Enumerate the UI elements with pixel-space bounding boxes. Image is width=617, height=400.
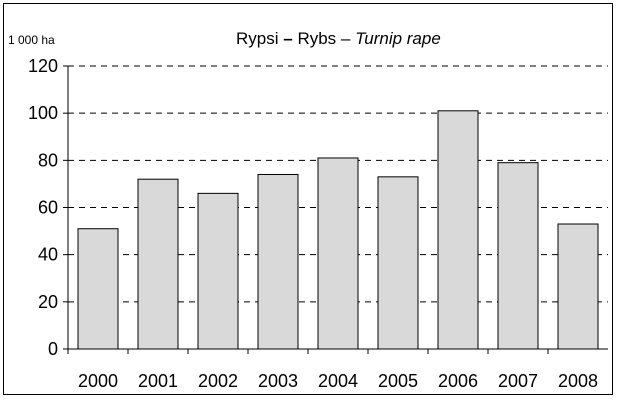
bar-2001 bbox=[137, 178, 179, 350]
y-tick-label: 120 bbox=[28, 56, 58, 76]
y-tick-label: 40 bbox=[38, 245, 58, 265]
bar-2008 bbox=[557, 223, 599, 350]
x-tick-label: 2007 bbox=[498, 371, 538, 391]
y-tick-labels: 0 20 40 60 80 100 120 bbox=[28, 56, 58, 359]
y-tick-label: 20 bbox=[38, 292, 58, 312]
x-tick-label: 2001 bbox=[138, 371, 178, 391]
title-en: Turnip rape bbox=[355, 29, 441, 48]
title-sep-1: – bbox=[283, 29, 292, 48]
axes bbox=[63, 65, 608, 354]
chart-title: Rypsi – Rybs – Turnip rape bbox=[236, 29, 441, 48]
bar-2007 bbox=[497, 162, 539, 350]
x-tick-label: 2006 bbox=[438, 371, 478, 391]
x-tick-label: 2000 bbox=[78, 371, 118, 391]
y-axis-unit-label: 1 000 ha bbox=[8, 33, 55, 47]
x-tick-label: 2004 bbox=[318, 371, 358, 391]
y-tick-label: 100 bbox=[28, 103, 58, 123]
title-sv: Rybs bbox=[297, 29, 336, 48]
x-tick-label: 2002 bbox=[198, 371, 238, 391]
title-sep-2: – bbox=[341, 29, 351, 48]
bar-2004 bbox=[317, 157, 359, 350]
x-tick-labels: 2000 2001 2002 2003 2004 2005 2006 2007 2008 bbox=[78, 371, 598, 391]
y-tick-label: 0 bbox=[48, 339, 58, 359]
title-fi: Rypsi bbox=[236, 29, 279, 48]
bar-2000 bbox=[77, 228, 119, 350]
bar-2005 bbox=[377, 176, 419, 350]
bar-2002 bbox=[197, 192, 239, 350]
y-tick-label: 60 bbox=[38, 198, 58, 218]
x-tick-label: 2003 bbox=[258, 371, 298, 391]
x-tick-label: 2005 bbox=[378, 371, 418, 391]
y-tick-label: 80 bbox=[38, 150, 58, 170]
x-tick-label: 2008 bbox=[558, 371, 598, 391]
bar-2006 bbox=[437, 110, 479, 350]
bars bbox=[77, 110, 599, 350]
bar-2003 bbox=[257, 173, 299, 350]
